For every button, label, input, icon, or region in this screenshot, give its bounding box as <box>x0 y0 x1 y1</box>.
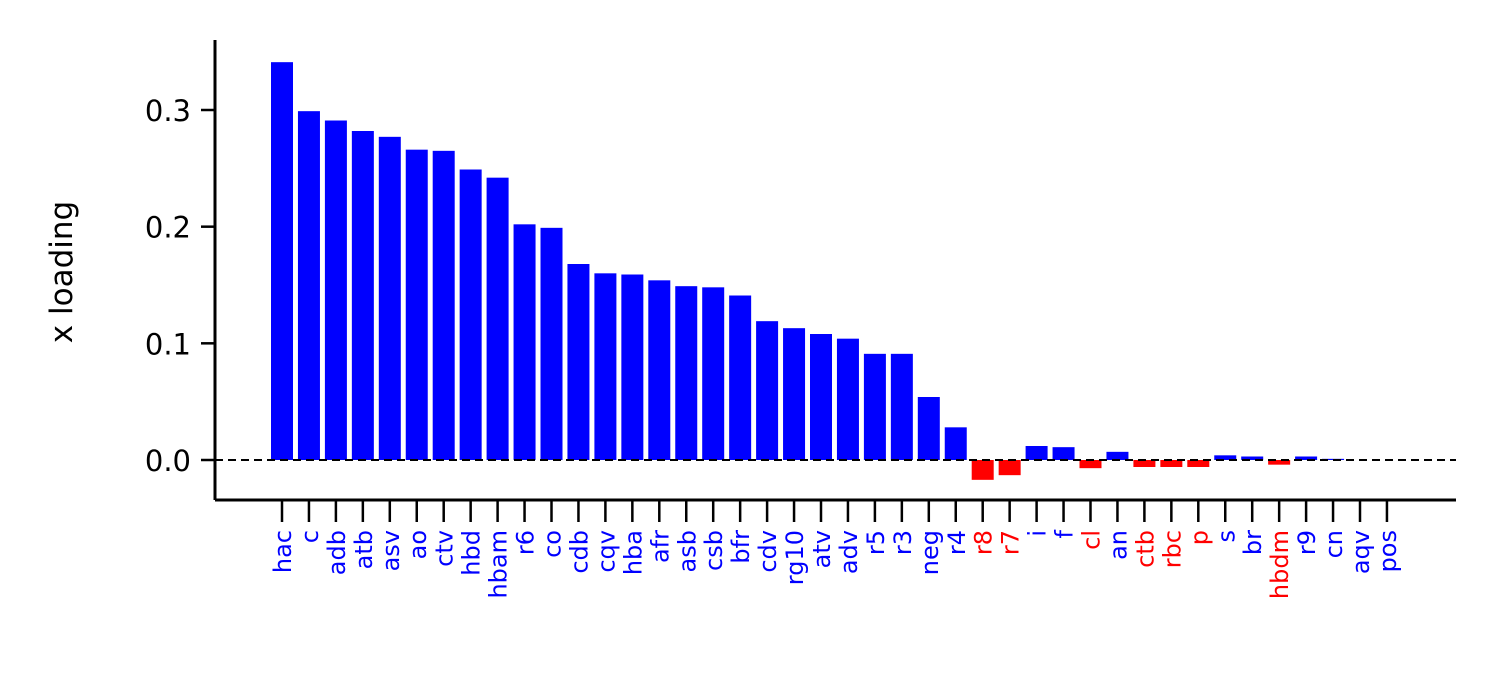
x-tick-label-cdb: cdb <box>565 530 593 574</box>
x-tick-label-cdv: cdv <box>754 530 782 573</box>
x-tick-label-cn: cn <box>1320 530 1348 558</box>
x-tick-label-adb: adb <box>323 530 351 575</box>
bar-co <box>540 227 563 460</box>
bar-r3 <box>890 353 913 460</box>
bar-rg10 <box>783 328 806 460</box>
bar-hbd <box>459 169 482 460</box>
x-tick-label-hbd: hbd <box>458 530 486 576</box>
bar-r5 <box>863 353 886 460</box>
bar-adb <box>324 120 347 460</box>
y-axis-title: x loading <box>44 201 80 343</box>
x-tick-label-an: an <box>1104 530 1132 560</box>
x-tick-label-ao: ao <box>404 530 432 559</box>
y-tick-label-0.3: 0.3 <box>145 94 191 128</box>
y-ticks-group: 0.0 0.1 0.2 0.3 <box>145 94 215 478</box>
x-tick-label-rg10: rg10 <box>781 530 809 585</box>
x-tick-label-hba: hba <box>619 530 647 575</box>
bar-csb <box>702 287 725 460</box>
bar-r4 <box>944 427 967 460</box>
bar-r8 <box>971 460 994 480</box>
x-tick-label-r4: r4 <box>943 530 971 555</box>
x-tick-label-p: p <box>1185 530 1213 545</box>
x-tick-label-s: s <box>1212 530 1240 543</box>
bar-p <box>1187 460 1210 467</box>
bar-cqv <box>594 273 617 460</box>
x-tick-label-pos: pos <box>1374 530 1402 572</box>
bar-r9 <box>1295 456 1318 460</box>
x-tick-label-asb: asb <box>673 530 701 572</box>
x-tick-label-r9: r9 <box>1293 530 1321 555</box>
y-tick-label-0.0: 0.0 <box>145 444 191 478</box>
bar-an <box>1106 451 1129 460</box>
x-tick-label-i: i <box>1024 530 1052 537</box>
y-tick-label-0.2: 0.2 <box>145 211 191 245</box>
bar-afr <box>648 280 671 460</box>
bar-s <box>1214 455 1237 460</box>
bar-atv <box>810 334 832 460</box>
x-tick-label-r8: r8 <box>970 530 998 555</box>
bar-atb <box>351 131 374 460</box>
x-tick-label-cqv: cqv <box>592 530 620 573</box>
x-tick-label-r6: r6 <box>512 530 540 555</box>
bar-rbc <box>1160 460 1183 467</box>
x-tick-label-co: co <box>539 530 567 558</box>
bar-bfr <box>729 295 752 460</box>
bar-c <box>297 111 320 461</box>
x-tick-label-atb: atb <box>350 530 378 569</box>
x-tick-label-afr: afr <box>646 530 674 563</box>
bar-cl <box>1079 460 1102 469</box>
bar-adv <box>836 338 859 460</box>
x-tick-label-asv: asv <box>377 530 405 571</box>
bar-ctv <box>432 150 455 460</box>
bar-cdb <box>567 264 590 460</box>
x-tick-label-r7: r7 <box>997 530 1025 555</box>
bar-ctb <box>1133 460 1156 467</box>
bar-asv <box>378 136 401 460</box>
bar-ao <box>405 149 428 461</box>
x-tick-label-r5: r5 <box>862 530 890 555</box>
x-tick-label-atv: atv <box>808 530 836 568</box>
x-tick-label-csb: csb <box>700 530 728 571</box>
bar-asb <box>675 286 698 460</box>
x-tick-label-c: c <box>296 530 324 543</box>
bar-neg <box>917 397 940 460</box>
x-tick-label-hbdm: hbdm <box>1266 530 1294 599</box>
x-tick-label-neg: neg <box>916 530 944 575</box>
y-tick-label-0.1: 0.1 <box>145 327 191 361</box>
bar-i <box>1025 446 1048 460</box>
bar-f <box>1052 447 1075 460</box>
bar-hbdm <box>1268 460 1291 465</box>
x-tick-label-f: f <box>1051 529 1079 538</box>
bar-hac <box>271 62 293 461</box>
x-tick-label-adv: adv <box>835 530 863 574</box>
bar-hba <box>621 274 644 460</box>
bar-r7 <box>998 460 1021 476</box>
x-ticks-group: haccadbatbasvaoctvhbdhbamr6cocdbcqvhbaaf… <box>269 500 1402 599</box>
bar-br <box>1241 456 1264 460</box>
bars-group <box>271 62 1345 480</box>
bar-hbam <box>486 177 509 461</box>
x-tick-label-cl: cl <box>1078 530 1106 550</box>
x-tick-label-hac: hac <box>269 530 297 573</box>
x-tick-label-ctv: ctv <box>431 530 459 567</box>
x-tick-label-hbam: hbam <box>485 530 513 599</box>
x-tick-label-ctb: ctb <box>1131 530 1159 568</box>
x-tick-label-br: br <box>1239 530 1267 555</box>
x-tick-label-bfr: bfr <box>727 530 755 564</box>
x-tick-label-r3: r3 <box>889 530 917 555</box>
bar-cdv <box>756 321 779 460</box>
x-tick-label-aqv: aqv <box>1347 530 1375 574</box>
x-tick-label-rbc: rbc <box>1158 530 1186 568</box>
bar-r6 <box>513 224 536 460</box>
